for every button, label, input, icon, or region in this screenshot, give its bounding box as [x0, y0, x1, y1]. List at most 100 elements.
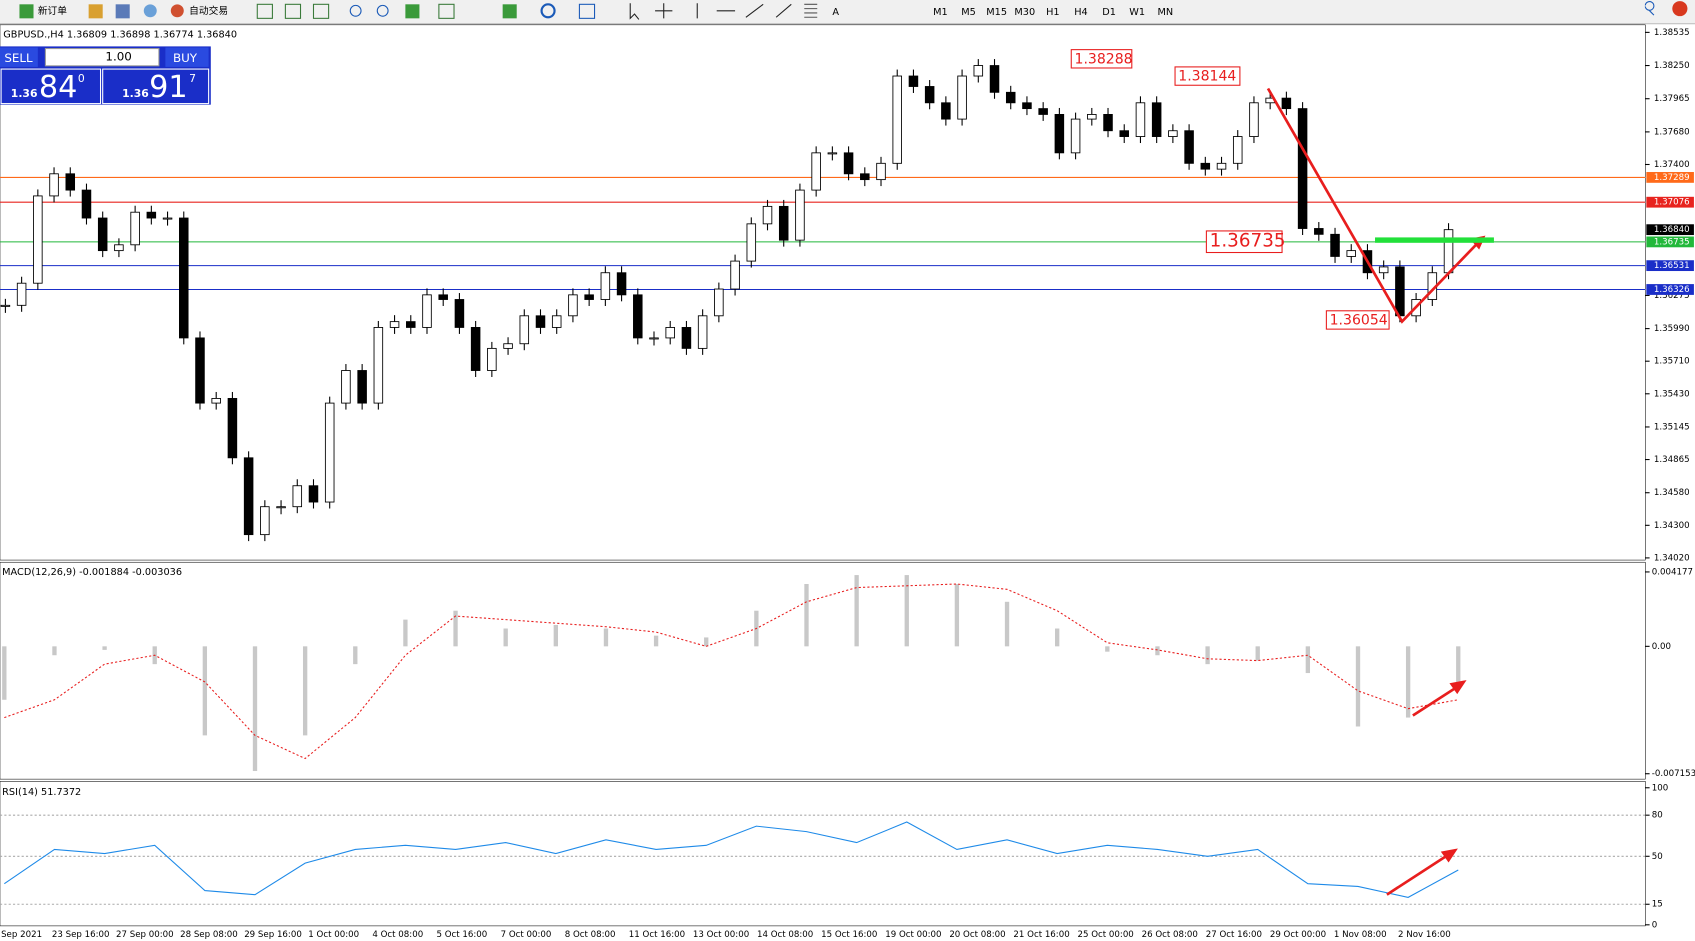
timeframe[interactable]: H1 [1046, 7, 1060, 18]
alerts-icon[interactable] [1672, 1, 1688, 17]
x-tick-label: 23 Sep 16:00 [52, 930, 110, 940]
candle [957, 75, 967, 120]
macd-bar [954, 583, 960, 647]
timeframe[interactable]: D1 [1102, 7, 1116, 18]
macd-bar [1004, 601, 1010, 647]
macd-bar [503, 628, 508, 647]
candle [1216, 162, 1227, 170]
macd-bar [1405, 646, 1411, 718]
macd-bar [302, 646, 308, 736]
y-tick-label: -0.007153 [1652, 769, 1695, 779]
y-tick-label: 15 [1652, 900, 1663, 910]
candle [973, 65, 984, 77]
icon[interactable] [349, 4, 362, 17]
candle [649, 337, 659, 340]
candle [422, 294, 432, 328]
icon[interactable] [284, 3, 302, 19]
candle [357, 370, 367, 404]
icon[interactable] [88, 4, 103, 19]
annotation-box [1205, 230, 1283, 254]
search-icon[interactable] [1644, 1, 1655, 16]
macd-bar [403, 619, 408, 647]
candle [179, 217, 189, 339]
annotation: 1.38144 [1178, 69, 1236, 85]
sell[interactable]: SELL [4, 51, 33, 65]
y-tick-label: 1.35710 [1654, 357, 1690, 367]
icon[interactable] [578, 3, 596, 19]
candle [0, 304, 11, 307]
timeframe[interactable]: W1 [1129, 7, 1145, 18]
icon[interactable] [143, 4, 157, 18]
macd-bar [904, 575, 909, 647]
x-tick-label: 29 Sep 16:00 [244, 930, 302, 940]
annotation-box [1325, 310, 1390, 330]
candle [1038, 108, 1048, 115]
lots-input[interactable] [44, 48, 160, 67]
candle [16, 282, 27, 306]
annotation: 1.36054 [1330, 313, 1388, 329]
icon[interactable] [256, 3, 273, 19]
buy[interactable]: BUY [173, 51, 198, 65]
drawn-arrows [1266, 87, 1494, 896]
candle [811, 152, 821, 191]
icon[interactable] [115, 4, 130, 19]
new-order[interactable]: 新订单 [38, 4, 67, 17]
x-tick-label: 14 Oct 08:00 [757, 930, 813, 940]
candle [551, 315, 562, 328]
timeframe[interactable]: M5 [961, 7, 976, 18]
icon[interactable] [804, 3, 818, 18]
candle [146, 211, 157, 219]
annotation: 1.38288 [1075, 51, 1133, 67]
level-label: 1.36326 [1654, 285, 1690, 295]
y-tick-label: 1.37680 [1654, 127, 1690, 137]
candle [535, 315, 546, 328]
buy-button[interactable] [165, 47, 209, 67]
rsi-line [4, 821, 1459, 898]
candle [762, 205, 773, 225]
timeframe[interactable]: MN [1157, 7, 1173, 18]
candle [260, 506, 270, 536]
candle [1378, 266, 1389, 274]
candle [746, 223, 757, 262]
sell-price[interactable] [0, 68, 102, 105]
auto-trading[interactable]: 自动交易 [189, 4, 228, 17]
icon[interactable] [540, 3, 556, 19]
candle [616, 272, 627, 296]
icon[interactable] [376, 4, 389, 17]
macd-bar [804, 583, 809, 647]
x-tick-label: 8 Oct 08:00 [565, 930, 616, 940]
level-tag [1646, 284, 1694, 295]
icon[interactable] [405, 4, 420, 19]
icon[interactable] [438, 3, 455, 19]
auto-trading-icon[interactable] [170, 4, 184, 18]
y-tick-label: 1.34580 [1654, 488, 1690, 498]
timeframe[interactable]: H4 [1074, 7, 1088, 18]
timeframe[interactable]: M30 [1014, 7, 1035, 18]
timeframe[interactable]: M1 [933, 7, 948, 18]
candle [584, 294, 594, 300]
sell-button[interactable] [0, 47, 38, 67]
timeframe[interactable]: M15 [986, 7, 1007, 18]
candle [1443, 229, 1454, 274]
lots[interactable]: 1.00 [105, 50, 131, 64]
icon[interactable] [629, 3, 640, 20]
y-tick-label: 1.37400 [1654, 160, 1690, 170]
candle [1314, 228, 1324, 235]
level-tag [1646, 196, 1694, 208]
icon[interactable] [696, 3, 792, 19]
candle [324, 402, 335, 503]
price-panel: 1.38535 1.38250 1.37965 1.37680 1.37400 1.362… [0, 28, 1694, 563]
icon[interactable] [655, 3, 673, 19]
new-order-icon[interactable] [19, 4, 34, 19]
candle [1346, 250, 1356, 257]
x-tick-label: 1 Nov 08:00 [1334, 930, 1387, 940]
bid-big: 84 [39, 70, 78, 105]
icon[interactable] [502, 4, 517, 19]
candle [1200, 162, 1211, 170]
x-tick-label: 11 Oct 16:00 [629, 930, 685, 940]
buy-price[interactable] [102, 68, 210, 105]
icon[interactable] [312, 3, 330, 19]
icon[interactable]: A [832, 7, 839, 18]
annotation-box [1070, 49, 1133, 69]
